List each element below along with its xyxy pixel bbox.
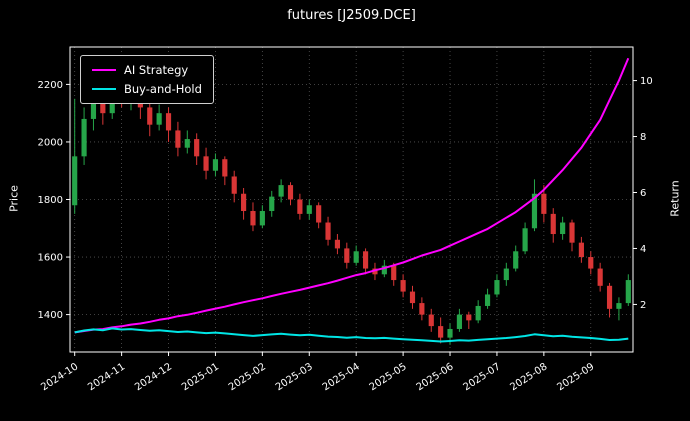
price-tick-label: 1800 <box>38 195 63 206</box>
return-tick-label: 10 <box>640 76 653 87</box>
x-tick-label: 2024-11 <box>86 361 127 393</box>
return-tick-label: 4 <box>640 244 646 255</box>
price-tick-label: 1400 <box>38 310 63 321</box>
legend: AI Strategy Buy-and-Hold <box>80 55 214 104</box>
x-tick-label: 2025-01 <box>180 361 221 393</box>
price-tick-label: 2200 <box>38 80 63 91</box>
x-tick-label: 2025-06 <box>415 361 456 393</box>
legend-item-ai-strategy: AI Strategy <box>92 63 202 77</box>
x-tick-label: 2025-07 <box>462 361 503 393</box>
axis-ticks: 1400 1600 1800 2000 2200 2 4 6 8 10 2024-10 2024-11… <box>38 76 653 393</box>
line-series-0 <box>74 57 630 334</box>
x-tick-label: 2025-09 <box>555 361 596 393</box>
legend-label-ai-strategy: AI Strategy <box>124 63 189 77</box>
price-tick-label: 1600 <box>38 253 63 264</box>
legend-item-buy-and-hold: Buy-and-Hold <box>92 82 202 96</box>
x-tick-label: 2025-05 <box>368 361 409 393</box>
return-tick-label: 6 <box>640 188 646 199</box>
legend-label-buy-and-hold: Buy-and-Hold <box>124 82 202 96</box>
x-tick-label: 2025-04 <box>321 361 362 393</box>
return-tick-label: 8 <box>640 132 646 143</box>
price-tick-label: 2000 <box>38 137 63 148</box>
chart-title: futures [J2509.DCE] <box>287 8 416 23</box>
return-tick-label: 2 <box>640 300 646 311</box>
x-tick-label: 2025-03 <box>274 361 315 393</box>
x-tick-label: 2025-02 <box>227 361 268 393</box>
line-series-1 <box>74 327 629 343</box>
x-tick-label: 2024-10 <box>39 361 80 393</box>
x-tick-label: 2025-08 <box>508 361 549 393</box>
x-tick-label: 2024-12 <box>133 361 174 393</box>
ai-strategy-line-swatch <box>92 69 116 71</box>
buy-and-hold-line-swatch <box>92 88 116 90</box>
